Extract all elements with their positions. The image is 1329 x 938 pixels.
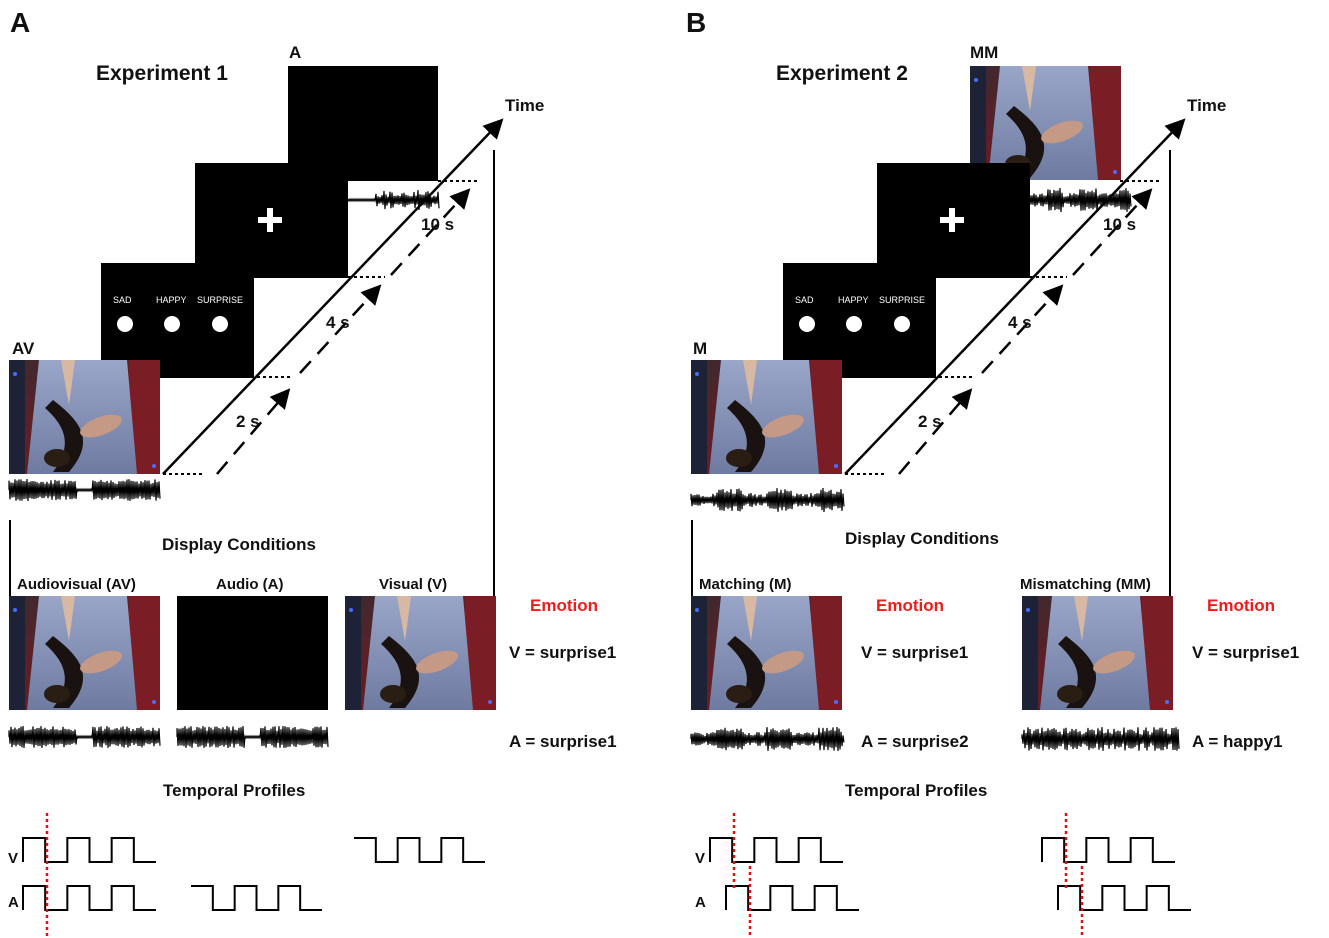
panel-a-letter: A — [10, 7, 30, 38]
condition-v-video — [345, 596, 496, 710]
duration-label-2s: 2 s — [236, 412, 260, 431]
condition-a-screen — [177, 596, 328, 710]
interval-arrow-icon — [216, 388, 291, 475]
square-wave-icon — [191, 885, 322, 911]
interval-arrow-icon — [898, 388, 973, 475]
panel-a-time-label: Time — [505, 96, 544, 115]
rating-choice-happy: HAPPY — [156, 295, 187, 305]
square-wave-icon — [22, 885, 156, 911]
audio-only-screen — [288, 66, 438, 181]
stimulus-video-frame — [9, 360, 160, 474]
waveform-icon — [1021, 727, 1180, 751]
waveform-icon — [176, 726, 329, 748]
interval-arrow-icon — [981, 284, 1064, 374]
panel-b-experiment-title: Experiment 2 — [776, 62, 908, 85]
duration-label-10s: 10 s — [1103, 215, 1136, 234]
condition-matching-video — [691, 596, 842, 710]
duration-label-4s: 4 s — [326, 313, 350, 332]
emotion-heading-mismatching: Emotion — [1207, 596, 1275, 615]
condition-label-v: Visual (V) — [379, 576, 447, 593]
interval-arrow-icon — [1072, 188, 1153, 276]
waveform-icon — [690, 488, 845, 512]
profile-label-v: V — [8, 850, 18, 867]
emotion-heading-matching: Emotion — [876, 596, 944, 615]
waveform-icon — [347, 190, 440, 210]
rating-dot-icon — [846, 316, 862, 332]
rating-choice-sad: SAD — [795, 295, 814, 305]
waveform-icon — [8, 726, 161, 748]
rating-dot-icon — [117, 316, 133, 332]
condition-label-a: Audio (A) — [216, 576, 283, 593]
panel-a-stimulus-label: AV — [12, 339, 35, 358]
temporal-profiles-title: Temporal Profiles — [163, 781, 305, 800]
profile-label-a: A — [8, 894, 19, 911]
display-conditions-title: Display Conditions — [845, 529, 999, 548]
temporal-profiles-title: Temporal Profiles — [845, 781, 987, 800]
panel-b-letter: B — [686, 7, 706, 38]
panel-a: A Experiment 1 Time A AV SAD HAPPY SURPR… — [8, 7, 617, 936]
square-wave-icon — [1041, 837, 1175, 863]
panel-b-stimulus-label: M — [693, 339, 707, 358]
duration-label-4s: 4 s — [1008, 313, 1032, 332]
profile-label-v: V — [695, 850, 705, 867]
panel-a-audio-only-label: A — [289, 43, 301, 62]
fixation-cross-icon — [940, 208, 964, 232]
audio-emotion-matching: A = surprise2 — [861, 732, 969, 751]
profile-label-a: A — [695, 894, 706, 911]
rating-dot-icon — [164, 316, 180, 332]
rating-choice-sad: SAD — [113, 295, 132, 305]
rating-choice-happy: HAPPY — [838, 295, 869, 305]
panel-b: B Experiment 2 Time MM M SAD HAPPY SURPR… — [686, 7, 1299, 936]
panel-b-time-label: Time — [1187, 96, 1226, 115]
audio-emotion-value: A = surprise1 — [509, 732, 617, 751]
mismatch-video-frame — [970, 66, 1121, 180]
emotion-heading: Emotion — [530, 596, 598, 615]
audio-emotion-mismatching: A = happy1 — [1192, 732, 1283, 751]
panel-a-experiment-title: Experiment 1 — [96, 62, 228, 85]
interval-arrow-icon — [390, 188, 471, 276]
condition-label-mismatching: Mismatching (MM) — [1020, 576, 1151, 593]
square-wave-icon — [22, 837, 156, 863]
rating-dot-icon — [212, 316, 228, 332]
condition-mismatching-video — [1022, 596, 1173, 710]
waveform-icon — [690, 727, 845, 751]
panel-b-mismatch-label: MM — [970, 43, 998, 62]
square-wave-icon — [709, 837, 843, 863]
display-conditions-title: Display Conditions — [162, 535, 316, 554]
square-wave-icon — [354, 837, 485, 863]
waveform-icon — [8, 478, 161, 502]
rating-choice-surprise: SURPRISE — [197, 295, 243, 305]
square-wave-icon — [1057, 885, 1191, 911]
visual-emotion-mismatching: V = surprise1 — [1192, 643, 1299, 662]
fixation-cross-icon — [258, 208, 282, 232]
visual-emotion-matching: V = surprise1 — [861, 643, 968, 662]
condition-label-matching: Matching (M) — [699, 576, 791, 593]
visual-emotion-value: V = surprise1 — [509, 643, 616, 662]
stimulus-video-frame — [691, 360, 842, 474]
interval-arrow-icon — [299, 284, 382, 374]
condition-av-video — [9, 596, 160, 710]
duration-label-10s: 10 s — [421, 215, 454, 234]
timeline-arrow-icon — [162, 118, 504, 475]
rating-dot-icon — [894, 316, 910, 332]
rating-dot-icon — [799, 316, 815, 332]
rating-choice-surprise: SURPRISE — [879, 295, 925, 305]
duration-label-2s: 2 s — [918, 412, 942, 431]
square-wave-icon — [725, 885, 859, 911]
condition-label-av: Audiovisual (AV) — [17, 576, 136, 593]
timeline-arrow-icon — [844, 118, 1186, 475]
